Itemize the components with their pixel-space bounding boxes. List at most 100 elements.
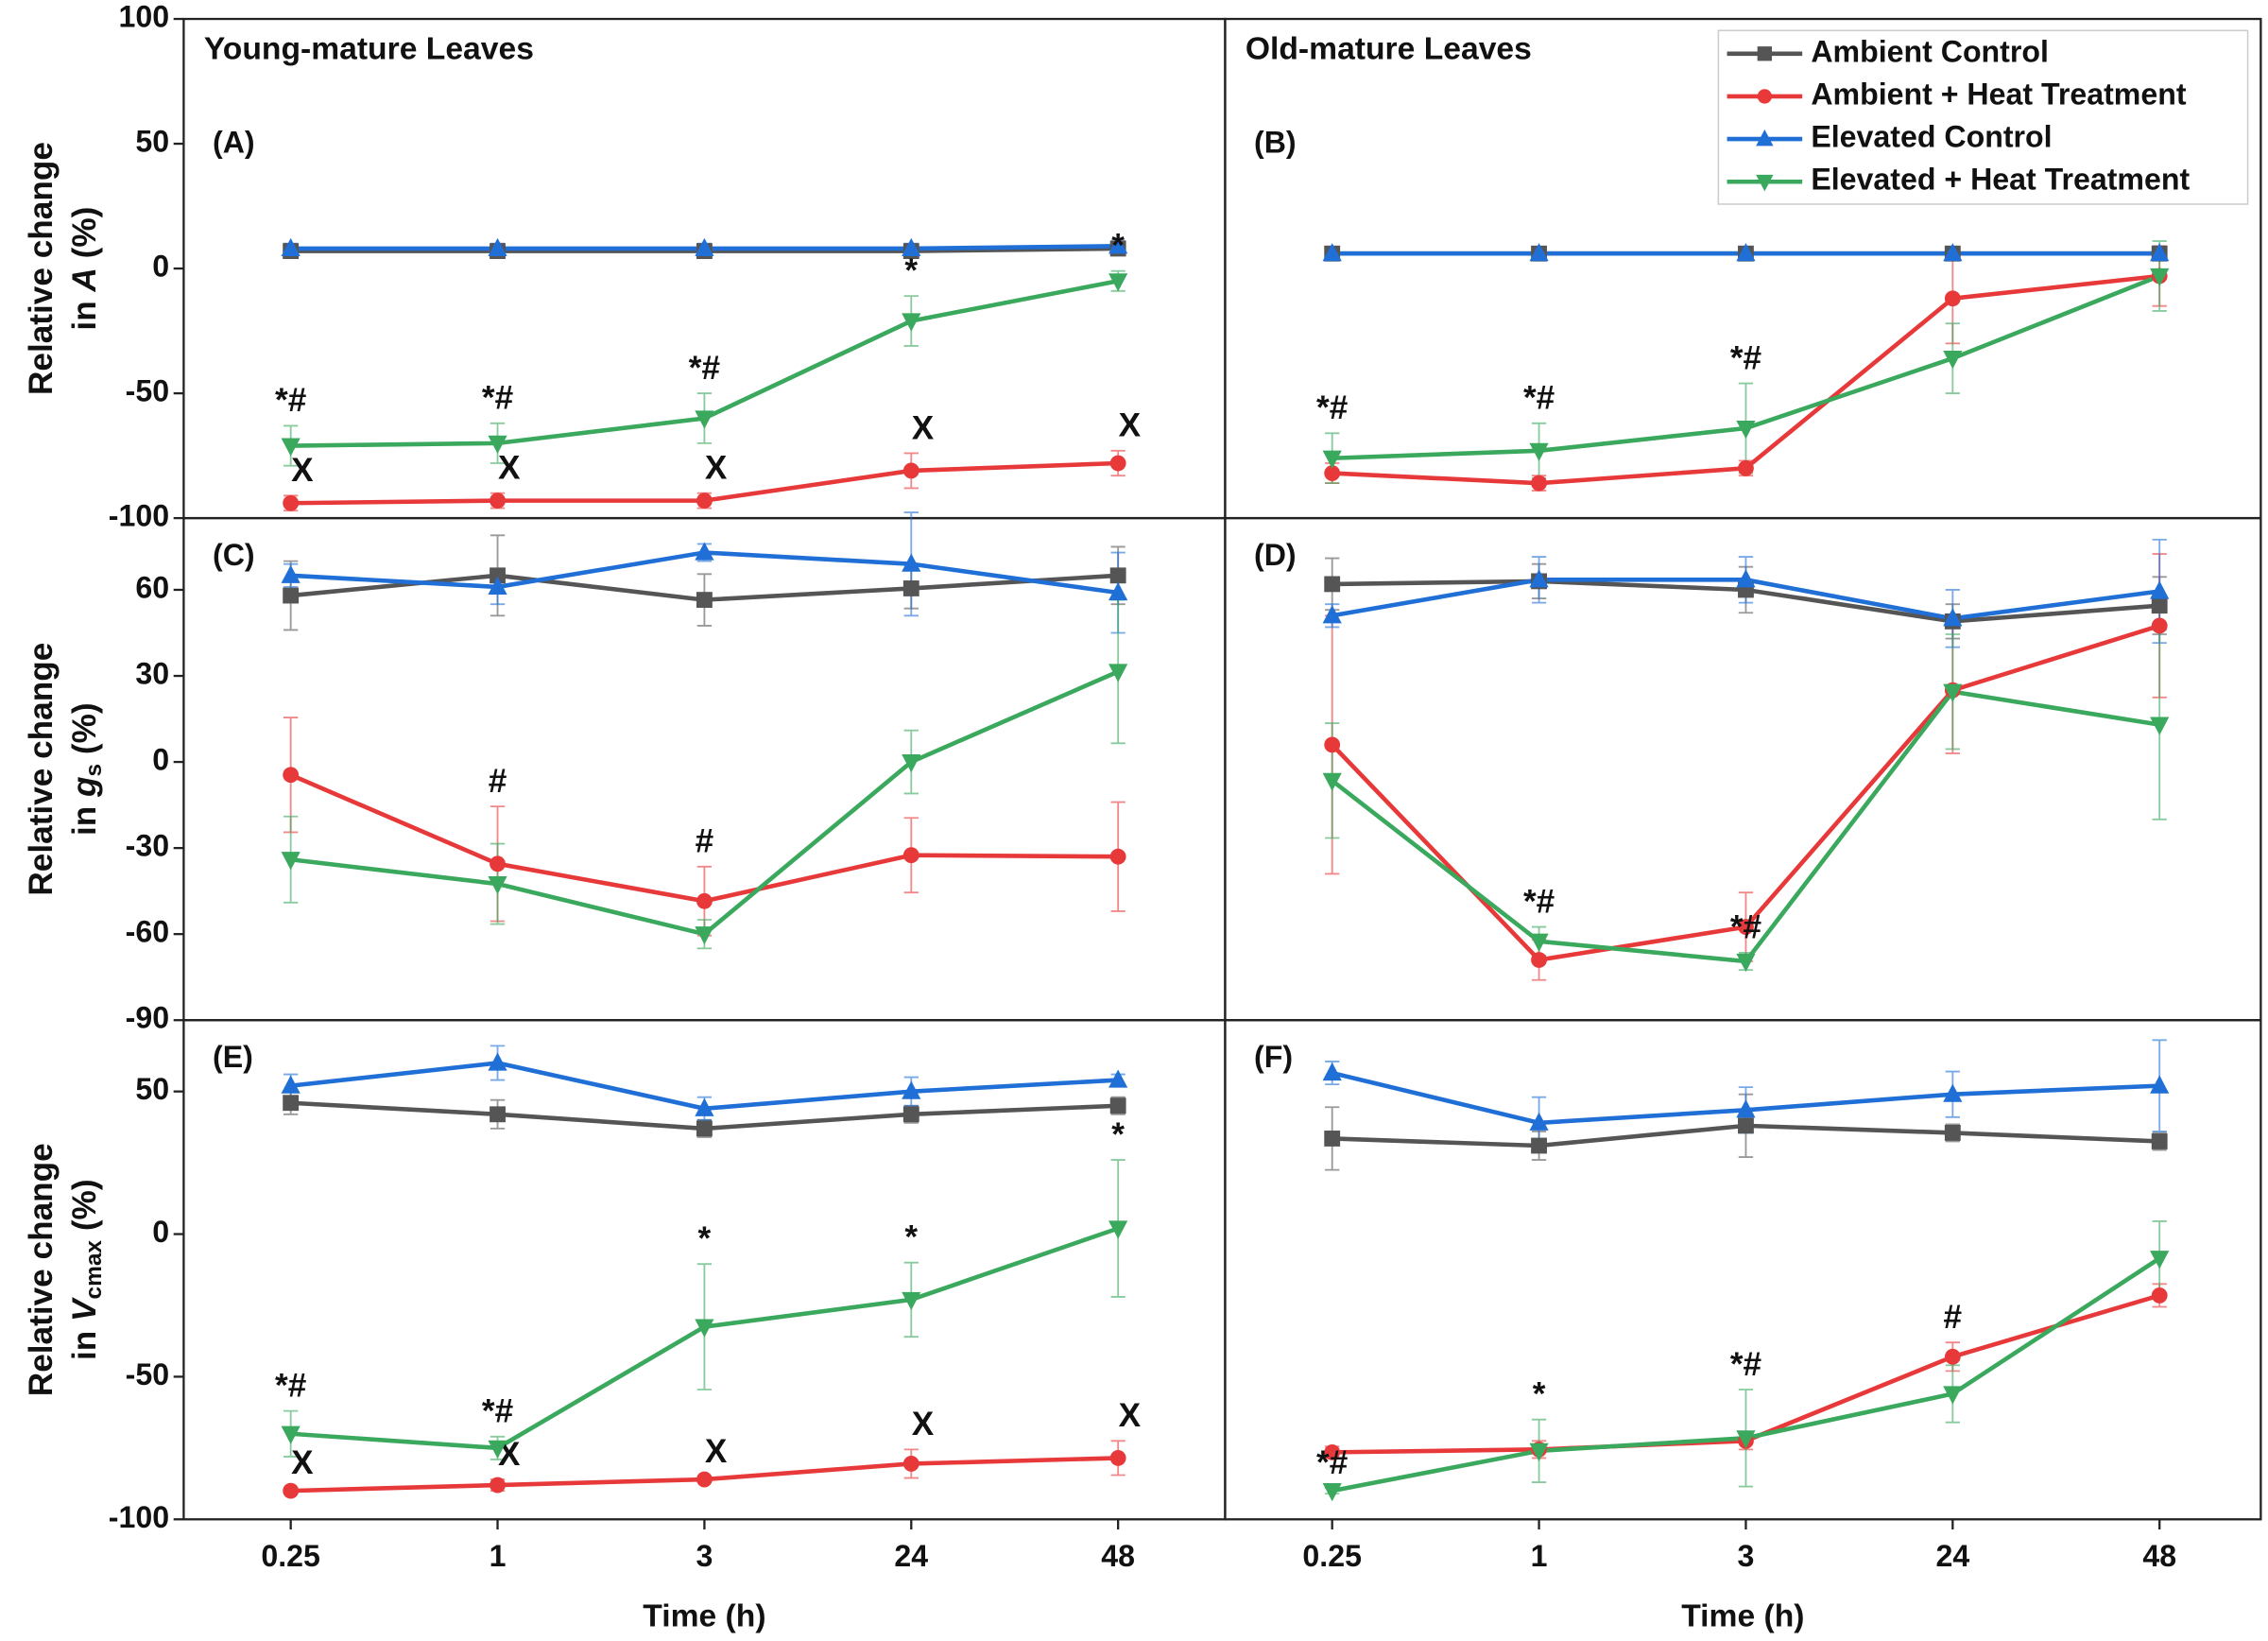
significance-label: *# <box>1730 339 1761 376</box>
legend-label: Elevated Control <box>1811 120 2052 154</box>
marker <box>281 1425 301 1444</box>
significance-label: X <box>498 450 521 487</box>
marker <box>2150 1075 2170 1094</box>
marker <box>1108 273 1128 292</box>
significance-label: *# <box>1316 1444 1348 1481</box>
y-axis-label-part: A <box>66 268 103 292</box>
significance-label: * <box>1533 1375 1546 1412</box>
marker <box>1944 1348 1961 1365</box>
y-tick-label: -60 <box>126 915 169 949</box>
marker <box>1109 1097 1126 1114</box>
y-axis-label-part: in <box>66 1321 103 1360</box>
y-axis-label: Relative change <box>23 643 60 896</box>
y-axis-label-part: in <box>66 292 103 331</box>
marker <box>1756 129 1774 147</box>
marker <box>696 892 713 909</box>
marker <box>283 494 300 511</box>
marker <box>1944 290 1961 307</box>
y-tick-label: -100 <box>109 499 169 533</box>
marker <box>1943 351 1963 370</box>
marker <box>281 1075 301 1094</box>
y-axis-label: in Vcmax (%) <box>66 1179 107 1360</box>
y-axis-label: Relative change <box>23 1143 60 1396</box>
marker <box>1738 459 1754 476</box>
marker <box>2151 617 2168 634</box>
y-tick-label: 0 <box>152 1215 169 1249</box>
marker <box>1738 919 1754 936</box>
marker <box>902 237 921 257</box>
marker <box>1324 576 1341 593</box>
marker <box>490 567 506 584</box>
marker <box>488 1440 507 1459</box>
marker <box>281 852 301 871</box>
marker <box>2150 268 2170 287</box>
marker <box>902 313 921 332</box>
y-axis-label-part: (%) <box>66 702 103 763</box>
panel-frame <box>1224 1019 2262 1521</box>
marker <box>1108 235 1128 254</box>
marker <box>1108 581 1128 601</box>
marker <box>1531 952 1547 968</box>
y-axis-label-part: V <box>66 1297 103 1321</box>
significance-label: * <box>1111 228 1125 265</box>
y-tick-label: 0 <box>152 743 169 777</box>
marker <box>902 847 919 864</box>
marker <box>1736 420 1756 440</box>
marker <box>1943 683 1963 702</box>
marker <box>696 1471 713 1488</box>
marker <box>902 553 921 572</box>
y-axis-label-part: (%) <box>66 207 103 268</box>
x-tick-label: 0.25 <box>1302 1539 1362 1573</box>
marker <box>1529 569 1549 588</box>
y-axis-label: in gs (%) <box>66 702 107 836</box>
marker <box>2150 243 2170 262</box>
marker <box>283 1095 300 1112</box>
marker <box>1108 1069 1128 1088</box>
marker <box>1736 953 1756 973</box>
marker <box>283 767 300 784</box>
marker <box>1322 243 1342 262</box>
marker <box>1109 1449 1126 1466</box>
marker <box>488 237 507 257</box>
y-tick-label: -90 <box>126 1001 169 1035</box>
legend-box <box>1717 29 2249 205</box>
y-tick-label: 50 <box>135 1072 169 1106</box>
significance-label: # <box>489 763 507 800</box>
marker <box>281 438 301 457</box>
x-tick-label: 3 <box>696 1539 713 1573</box>
y-axis-label-part: (%) <box>66 1179 103 1240</box>
significance-label: X <box>291 1444 314 1481</box>
marker <box>283 1482 300 1499</box>
marker <box>696 1120 713 1137</box>
marker <box>1531 1137 1547 1154</box>
marker <box>1109 848 1126 865</box>
marker <box>1109 455 1126 472</box>
marker <box>488 875 507 895</box>
panel-label: (A) <box>213 126 255 160</box>
significance-label: X <box>705 450 728 487</box>
significance-label: * <box>1111 1116 1125 1153</box>
significance-label: *# <box>689 350 720 387</box>
x-tick-label: 48 <box>1101 1539 1135 1573</box>
marker <box>1757 89 1772 104</box>
marker <box>1944 1124 1961 1141</box>
significance-label: *# <box>1523 380 1555 417</box>
significance-label: X <box>912 409 935 446</box>
marker <box>695 1097 714 1116</box>
significance-label: *# <box>1316 389 1348 426</box>
x-tick-label: 1 <box>490 1539 507 1573</box>
y-tick-label: -50 <box>126 374 169 408</box>
x-tick-label: 24 <box>1935 1539 1969 1573</box>
marker <box>902 1106 919 1123</box>
x-tick-label: 1 <box>1531 1539 1548 1573</box>
panel-label: (E) <box>213 1040 253 1074</box>
y-axis-label-part: s <box>81 764 107 777</box>
marker <box>695 926 714 945</box>
panel-title: Young-mature Leaves <box>204 32 534 67</box>
significance-label: X <box>1119 1397 1142 1434</box>
marker <box>1109 567 1126 584</box>
marker <box>1108 1220 1128 1239</box>
marker <box>1108 664 1128 682</box>
marker <box>1736 569 1756 588</box>
